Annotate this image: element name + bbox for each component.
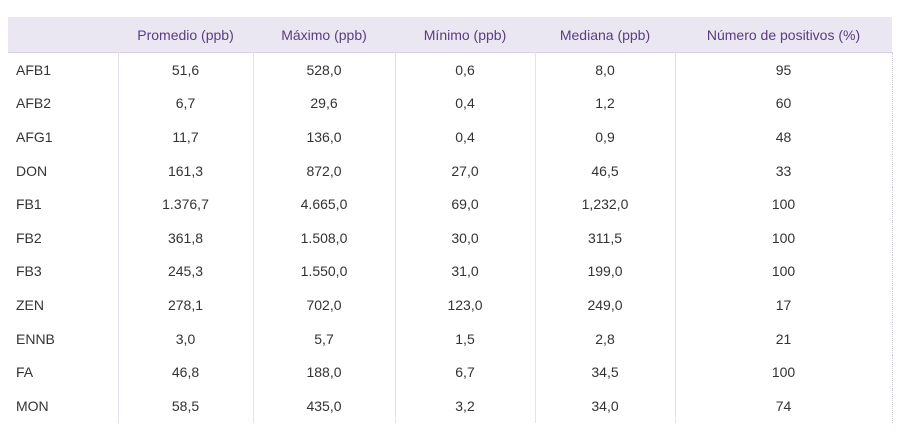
- cell-minimo: 27,0: [394, 153, 535, 188]
- row-label: AFB1: [16, 61, 52, 78]
- cell-promedio: 58,5: [117, 388, 253, 423]
- cell-mediana: 8,0: [534, 52, 675, 87]
- cell-promedio: 6,7: [117, 86, 253, 121]
- cell-maximo: 29,6: [252, 86, 395, 121]
- cell-positivos: 60: [674, 86, 893, 121]
- header-promedio: Promedio (ppb): [137, 26, 234, 43]
- cell-promedio: 46,8: [117, 355, 253, 389]
- row-label: FB1: [16, 196, 42, 213]
- table-row: AFB2 6,7 29,6 0,4 1,2 60: [8, 86, 893, 121]
- row-label: DON: [16, 162, 48, 179]
- header-minimo: Mínimo (ppb): [423, 26, 507, 43]
- row-label: ENNB: [16, 330, 55, 347]
- table-row: FB2 361,8 1.508,0 30,0 311,5 100: [8, 220, 893, 255]
- table-row: FB3 245,3 1.550,0 31,0 199,0 100: [8, 254, 893, 289]
- cell-promedio: 1.376,7: [117, 187, 253, 221]
- header-blank: [8, 17, 118, 53]
- table-row: AFB1 51,6 528,0 0,6 8,0 95: [8, 52, 893, 87]
- row-label: MON: [16, 397, 49, 414]
- cell-minimo: 31,0: [394, 254, 535, 289]
- cell-mediana: 34,5: [534, 355, 675, 389]
- table-row: ZEN 278,1 702,0 123,0 249,0 17: [8, 288, 893, 322]
- cell-promedio: 51,6: [117, 52, 253, 87]
- cell-mediana: 249,0: [534, 288, 675, 322]
- cell-maximo: 188,0: [252, 355, 395, 389]
- cell-promedio: 278,1: [117, 288, 253, 322]
- cell-promedio: 3,0: [117, 321, 253, 356]
- cell-mediana: 199,0: [534, 254, 675, 289]
- cell-promedio: 361,8: [117, 220, 253, 255]
- cell-mediana: 2,8: [534, 321, 675, 356]
- table-row: FA 46,8 188,0 6,7 34,5 100: [8, 355, 893, 389]
- table-row: AFG1 11,7 136,0 0,4 0,9 48: [8, 120, 893, 154]
- cell-maximo: 136,0: [252, 120, 395, 154]
- cell-positivos: 74: [674, 388, 893, 423]
- cell-minimo: 69,0: [394, 187, 535, 221]
- cell-minimo: 3,2: [394, 388, 535, 423]
- cell-minimo: 1,5: [394, 321, 535, 356]
- table-row: FB1 1.376,7 4.665,0 69,0 1,232,0 100: [8, 187, 893, 221]
- cell-minimo: 0,6: [394, 52, 535, 87]
- cell-mediana: 311,5: [534, 220, 675, 255]
- cell-maximo: 528,0: [252, 52, 395, 87]
- table-row: DON 161,3 872,0 27,0 46,5 33: [8, 153, 893, 188]
- cell-mediana: 1,2: [534, 86, 675, 121]
- table-row: ENNB 3,0 5,7 1,5 2,8 21: [8, 321, 893, 356]
- cell-promedio: 161,3: [117, 153, 253, 188]
- cell-mediana: 1,232,0: [534, 187, 675, 221]
- cell-mediana: 46,5: [534, 153, 675, 188]
- cell-positivos: 100: [674, 220, 893, 255]
- cell-positivos: 100: [674, 187, 893, 221]
- cell-maximo: 872,0: [252, 153, 395, 188]
- cell-minimo: 0,4: [394, 86, 535, 121]
- cell-mediana: 0,9: [534, 120, 675, 154]
- mycotoxin-summary-table: Promedio (ppb) Máximo (ppb) Mínimo (ppb)…: [8, 17, 893, 423]
- row-label: AFG1: [16, 128, 53, 145]
- cell-positivos: 17: [674, 288, 893, 322]
- cell-minimo: 123,0: [394, 288, 535, 322]
- table-row: MON 58,5 435,0 3,2 34,0 74: [8, 388, 893, 423]
- mycotoxin-table-container: Promedio (ppb) Máximo (ppb) Mínimo (ppb)…: [8, 17, 893, 423]
- header-mediana: Mediana (ppb): [559, 26, 651, 43]
- header-numero-positivos: Número de positivos (%): [706, 26, 861, 43]
- cell-maximo: 5,7: [252, 321, 395, 356]
- cell-minimo: 6,7: [394, 355, 535, 389]
- cell-positivos: 100: [674, 254, 893, 289]
- table-header-row: Promedio (ppb) Máximo (ppb) Mínimo (ppb)…: [8, 17, 892, 53]
- cell-positivos: 100: [674, 355, 893, 389]
- row-label: ZEN: [16, 296, 44, 313]
- cell-maximo: 4.665,0: [252, 187, 395, 221]
- row-label: FB2: [16, 229, 42, 246]
- cell-promedio: 245,3: [117, 254, 253, 289]
- cell-maximo: 702,0: [252, 288, 395, 322]
- cell-positivos: 21: [674, 321, 893, 356]
- cell-positivos: 95: [674, 52, 893, 87]
- header-maximo: Máximo (ppb): [281, 26, 367, 43]
- cell-minimo: 0,4: [394, 120, 535, 154]
- cell-promedio: 11,7: [117, 120, 253, 154]
- cell-mediana: 34,0: [534, 388, 675, 423]
- cell-positivos: 48: [674, 120, 893, 154]
- cell-maximo: 435,0: [252, 388, 395, 423]
- cell-maximo: 1.550,0: [252, 254, 395, 289]
- row-label: FA: [16, 364, 34, 381]
- row-label: FB3: [16, 263, 42, 280]
- cell-minimo: 30,0: [394, 220, 535, 255]
- cell-maximo: 1.508,0: [252, 220, 395, 255]
- cell-positivos: 33: [674, 153, 893, 188]
- row-label: AFB2: [16, 95, 52, 112]
